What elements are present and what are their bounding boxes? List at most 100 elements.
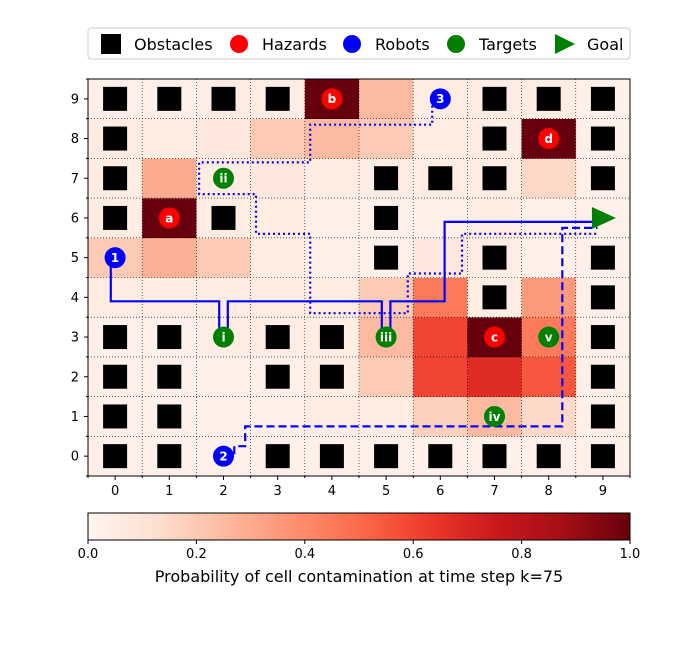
target-label-v: v bbox=[545, 330, 553, 344]
target-marker-iv bbox=[484, 405, 505, 427]
obstacle-9-7 bbox=[590, 166, 615, 191]
hazard-label-d: d bbox=[544, 132, 553, 146]
heat-cell-3-6 bbox=[250, 198, 306, 239]
heat-cell-4-1 bbox=[304, 396, 360, 437]
legend-label-1: Hazards bbox=[262, 35, 327, 54]
heat-cell-4-6 bbox=[304, 198, 360, 239]
obstacle-3-0 bbox=[265, 444, 290, 469]
target-label-iii: iii bbox=[380, 330, 392, 344]
obstacle-1-0 bbox=[157, 444, 182, 469]
obstacle-7-9 bbox=[482, 86, 507, 111]
obstacle-9-3 bbox=[590, 325, 615, 350]
obstacle-8-0 bbox=[536, 444, 561, 469]
legend-label-3: Targets bbox=[478, 35, 537, 54]
obstacle-8-9 bbox=[536, 86, 561, 111]
legend: Obstacles Hazards Robots Targets Goal bbox=[87, 27, 631, 60]
robot-marker-1 bbox=[104, 247, 126, 269]
obstacle-7-8 bbox=[482, 126, 507, 151]
target-label-ii: ii bbox=[219, 172, 227, 186]
heat-cell-8-6 bbox=[521, 198, 577, 239]
obstacle-9-4 bbox=[590, 285, 615, 310]
heat-cell-2-1 bbox=[196, 396, 251, 437]
legend-marker-3 bbox=[447, 35, 465, 53]
heat-cell-1-7 bbox=[142, 158, 197, 199]
robot-path-1 bbox=[109, 220, 598, 339]
colorbar-tick-label-5: 1.0 bbox=[620, 547, 641, 562]
robot-marker-3 bbox=[429, 88, 451, 110]
obstacle-2-6 bbox=[211, 205, 236, 230]
target-marker-v bbox=[538, 326, 560, 348]
heat-cell-3-7 bbox=[250, 158, 306, 199]
obstacle-0-0 bbox=[103, 444, 128, 469]
y-tick-label-9: 9 bbox=[71, 92, 79, 107]
obstacle-1-1 bbox=[157, 404, 182, 429]
y-tick-label-8: 8 bbox=[71, 132, 79, 147]
x-tick-label-0: 0 bbox=[111, 484, 119, 499]
hazard-marker-b bbox=[321, 88, 343, 110]
obstacle-9-8 bbox=[590, 126, 615, 151]
y-tick-label-2: 2 bbox=[71, 370, 79, 385]
obstacle-9-5 bbox=[590, 245, 615, 270]
robot-path-3 bbox=[198, 100, 598, 315]
obstacle-1-9 bbox=[157, 86, 182, 111]
obstacle-0-7 bbox=[103, 166, 128, 191]
y-tick-label-6: 6 bbox=[71, 211, 79, 226]
robot-path-2 bbox=[233, 226, 598, 455]
x-tick-label-7: 7 bbox=[490, 484, 498, 499]
obstacle-1-3 bbox=[157, 325, 182, 350]
y-tick-label-0: 0 bbox=[71, 450, 79, 465]
heat-cell-5-4 bbox=[359, 277, 414, 318]
colorbar-label: Probability of cell contamination at tim… bbox=[155, 567, 563, 586]
obstacle-1-2 bbox=[157, 364, 182, 389]
colorbar: 0.0 0.2 0.4 0.6 0.8 1.0 Probability of cell co… bbox=[78, 512, 641, 586]
obstacle-9-1 bbox=[590, 404, 615, 429]
goal-marker bbox=[591, 206, 616, 229]
heat-cell-1-8 bbox=[142, 118, 197, 159]
obstacle-7-4 bbox=[482, 285, 507, 310]
y-tick-label-7: 7 bbox=[71, 172, 79, 187]
heat-cell-4-8 bbox=[304, 118, 360, 159]
obstacle-7-7 bbox=[482, 166, 507, 191]
heat-cell-2-4 bbox=[196, 277, 251, 318]
x-tick-label-2: 2 bbox=[219, 484, 227, 499]
obstacle-4-2 bbox=[319, 364, 344, 389]
obstacle-0-9 bbox=[103, 86, 128, 111]
heat-cell-5-9 bbox=[359, 79, 414, 119]
heat-cell-1-5 bbox=[142, 237, 197, 278]
obstacle-0-8 bbox=[103, 126, 128, 151]
heat-cell-1-4 bbox=[142, 277, 197, 318]
colorbar-tick-label-2: 0.4 bbox=[294, 547, 315, 562]
y-tick-label-1: 1 bbox=[71, 410, 79, 425]
heat-cell-5-2 bbox=[359, 356, 414, 397]
obstacle-4-0 bbox=[319, 444, 344, 469]
y-tick-label-3: 3 bbox=[71, 331, 79, 346]
obstacle-5-7 bbox=[374, 166, 399, 191]
robot-label-2: 2 bbox=[219, 449, 227, 463]
colorbar-tick-label-1: 0.2 bbox=[186, 547, 207, 562]
y-tick-label-4: 4 bbox=[71, 291, 79, 306]
colorbar-gradient bbox=[87, 512, 631, 541]
heat-cell-6-3 bbox=[413, 317, 468, 358]
heat-cell-8-5 bbox=[521, 237, 577, 278]
obstacle-3-3 bbox=[265, 325, 290, 350]
obstacle-9-9 bbox=[590, 86, 615, 111]
heat-cell-3-1 bbox=[250, 396, 306, 437]
obstacle-6-0 bbox=[428, 444, 453, 469]
heat-cell-6-8 bbox=[413, 118, 468, 159]
hazard-label-b: b bbox=[328, 92, 337, 106]
obstacle-0-1 bbox=[103, 404, 128, 429]
heat-cell-6-4 bbox=[413, 277, 468, 318]
x-tick-label-5: 5 bbox=[382, 484, 390, 499]
obstacle-5-6 bbox=[374, 205, 399, 230]
obstacle-9-2 bbox=[590, 364, 615, 389]
target-label-iv: iv bbox=[489, 410, 501, 424]
obstacle-3-2 bbox=[265, 364, 290, 389]
legend-marker-0 bbox=[101, 34, 121, 54]
heat-cell-3-4 bbox=[250, 277, 306, 318]
x-tick-label-4: 4 bbox=[328, 484, 336, 499]
heat-cell-6-6 bbox=[413, 198, 468, 239]
colorbar-tick-label-3: 0.6 bbox=[403, 547, 424, 562]
heat-cell-2-5 bbox=[196, 237, 251, 278]
